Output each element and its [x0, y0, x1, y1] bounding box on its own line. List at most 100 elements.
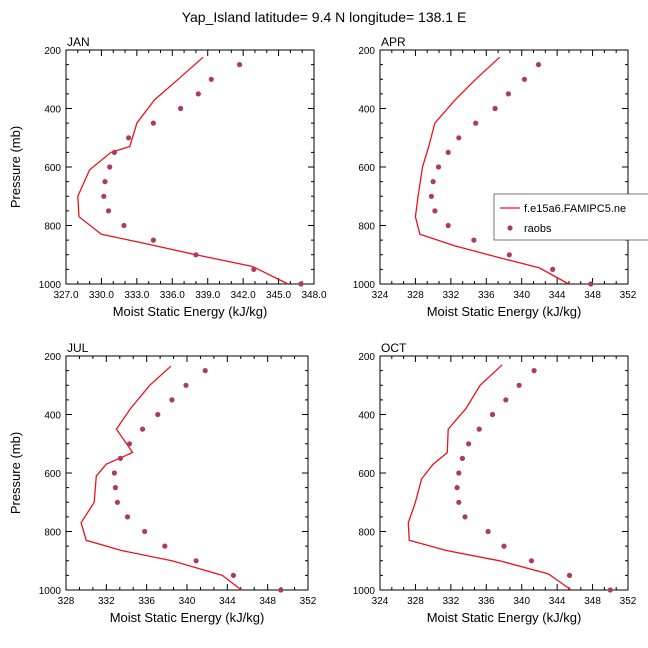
- y-tick-label: 600: [358, 163, 375, 174]
- x-tick-label: 330.0: [89, 290, 114, 301]
- y-tick-label: 600: [44, 469, 61, 480]
- raobs-point: [430, 179, 436, 185]
- raobs-point: [193, 558, 199, 564]
- raobs-point: [506, 252, 512, 258]
- raobs-point: [162, 543, 168, 549]
- raobs-point: [466, 441, 472, 447]
- raobs-point: [114, 499, 120, 505]
- raobs-point: [208, 76, 214, 82]
- panel-label-jul: JUL: [67, 341, 89, 355]
- y-tick-label: 1000: [39, 280, 62, 291]
- raobs-point: [111, 470, 117, 476]
- x-tick-label: 332: [443, 290, 460, 301]
- panel-oct: OCT 324 328 332 336 340 344 348 352 200 400 600 800 1…: [353, 341, 637, 625]
- y-tick-label: 400: [358, 411, 375, 422]
- x-tick-label: 352: [620, 290, 637, 301]
- x-tick-label: 344: [219, 596, 236, 607]
- y-tick-label: 200: [44, 352, 61, 363]
- raobs-point: [169, 397, 175, 403]
- y-tick-label: 800: [44, 222, 61, 233]
- x-axis-label: Moist Static Energy (kJ/kg): [113, 304, 268, 319]
- figure-title: Yap_Island latitude= 9.4 N longitude= 13…: [182, 9, 467, 25]
- raobs-point: [473, 120, 479, 126]
- x-axis-label: Moist Static Energy (kJ/kg): [427, 304, 582, 319]
- raobs-point: [505, 91, 511, 97]
- model-profile-line: [407, 364, 572, 591]
- raobs-point: [432, 208, 438, 214]
- raobs-point: [105, 208, 112, 214]
- raobs-point: [456, 499, 462, 505]
- x-tick-label: 324: [372, 290, 389, 301]
- raobs-point: [278, 587, 284, 593]
- raobs-point: [178, 105, 184, 112]
- y-tick-label: 600: [44, 163, 61, 174]
- raobs-point: [528, 558, 535, 564]
- raobs-point: [101, 193, 107, 199]
- x-tick-label: 352: [620, 596, 637, 607]
- x-tick-label: 324: [372, 596, 389, 607]
- x-tick-label: 327.0: [53, 290, 78, 301]
- raobs-point: [566, 572, 573, 579]
- raobs-point: [471, 237, 477, 243]
- x-axis-label: Moist Static Energy (kJ/kg): [427, 610, 582, 625]
- raobs-point: [237, 62, 243, 68]
- panel-jan: JAN 327.0 330.0 333.0 336.0 339.0 342.0 345.0 34…: [8, 35, 327, 319]
- x-tick-label: 340: [179, 596, 196, 607]
- raobs-point: [112, 485, 118, 491]
- y-tick-label: 200: [358, 46, 375, 57]
- raobs-point: [150, 120, 156, 126]
- legend-box: [493, 193, 648, 241]
- x-tick-label: 348.0: [301, 290, 326, 301]
- raobs-point: [251, 266, 257, 272]
- y-tick-label: 200: [44, 46, 61, 57]
- x-tick-label: 328: [407, 596, 424, 607]
- raobs-point: [298, 281, 304, 287]
- y-tick-label: 800: [44, 528, 61, 539]
- raobs-point: [445, 222, 451, 229]
- panel-apr: APR 324 328 332 336 340 344 348 352 200 400 600 800 1…: [353, 35, 637, 319]
- raobs-point: [202, 368, 208, 374]
- panel-jul: JUL 328 332 336 340 344 348 352 200 400 600 800 1000…: [8, 341, 317, 625]
- y-axis-label: Pressure (mb): [8, 432, 23, 514]
- model-profile-line: [414, 56, 570, 285]
- raobs-point: [456, 135, 462, 141]
- legend-label-obs: raobs: [524, 223, 552, 235]
- x-tick-label: 328: [58, 596, 75, 607]
- y-axis-label: Pressure (mb): [8, 126, 23, 208]
- raobs-point: [126, 135, 132, 141]
- raobs-point: [516, 382, 522, 388]
- raobs-point: [121, 222, 127, 229]
- raobs-point: [124, 514, 131, 520]
- legend-label-model: f.e15a6.FAMIPC5.ne: [524, 203, 626, 215]
- x-tick-label: 339.0: [195, 290, 220, 301]
- raobs-point: [485, 528, 491, 535]
- raobs-point: [183, 382, 189, 388]
- raobs-point: [102, 179, 108, 185]
- x-tick-label: 340: [513, 596, 530, 607]
- y-tick-label: 1000: [353, 586, 376, 597]
- y-tick-label: 1000: [353, 280, 376, 291]
- raobs-point: [521, 76, 528, 82]
- x-tick-label: 336: [138, 596, 155, 607]
- raobs-point: [195, 91, 201, 97]
- raobs-point: [588, 281, 594, 287]
- plot-frame: [379, 49, 629, 285]
- raobs-point: [126, 441, 133, 447]
- model-profile-line: [80, 365, 242, 591]
- x-tick-label: 336: [478, 596, 495, 607]
- raobs-point: [503, 397, 509, 403]
- raobs-point: [142, 528, 148, 535]
- x-axis-label: Moist Static Energy (kJ/kg): [110, 610, 265, 625]
- y-tick-label: 800: [358, 528, 375, 539]
- raobs-point: [476, 426, 482, 432]
- raobs-point: [462, 514, 468, 520]
- x-tick-label: 333.0: [124, 290, 149, 301]
- model-profile-line: [77, 56, 289, 285]
- raobs-point: [535, 62, 542, 68]
- raobs-point: [435, 164, 442, 170]
- x-tick-label: 332: [98, 596, 115, 607]
- panel-label-oct: OCT: [381, 341, 407, 355]
- y-tick-label: 400: [44, 105, 61, 116]
- raobs-point: [111, 149, 117, 155]
- x-tick-label: 344: [549, 290, 566, 301]
